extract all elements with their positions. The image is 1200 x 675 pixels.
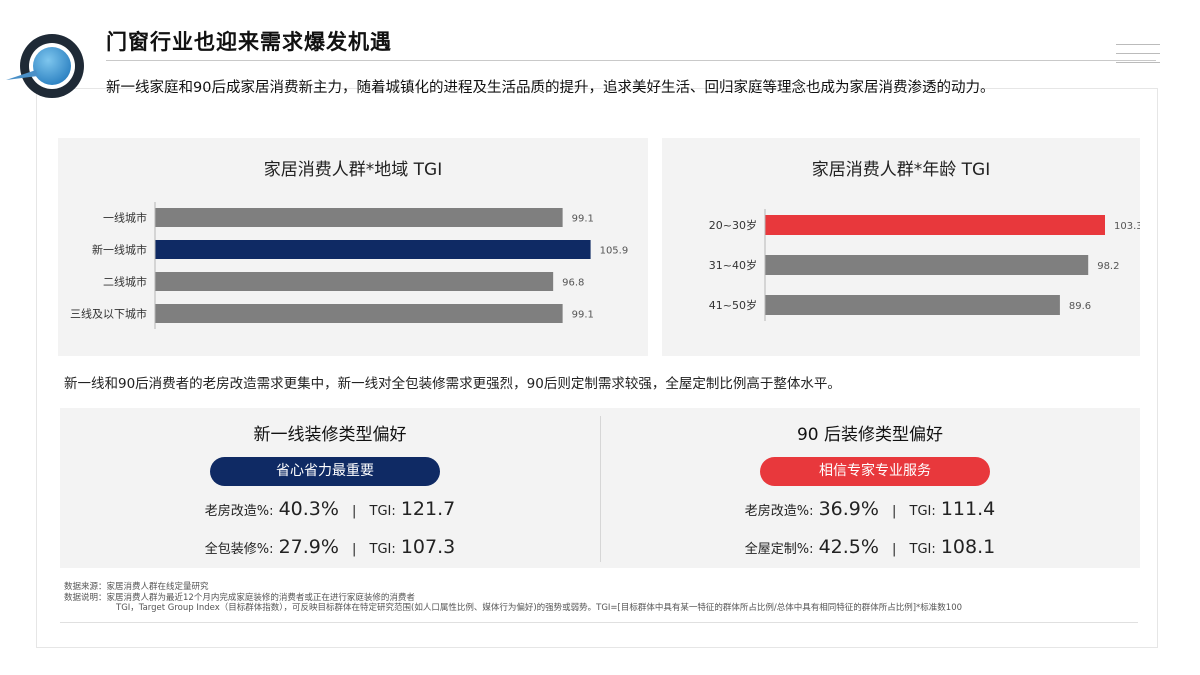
bar-value-label: 103.3 [1114,221,1140,232]
preference-heading: 90 后装修类型偏好 [796,425,944,445]
insight-note: 新一线和90后消费者的老房改造需求更集中，新一线对全包装修需求更强烈，90后则定… [64,376,841,392]
bar [155,240,591,259]
bar-value-label: 105.9 [600,246,629,257]
page-subtitle: 新一线家庭和90后成家居消费新主力，随着城镇化的进程及生活品质的提升，追求美好生… [106,80,995,96]
row-tgi-value: 121.7 [400,498,456,520]
footer-tgi-note: TGI，Target Group Index（目标群体指数），可反映目标群体在特… [116,603,963,613]
preference-new-tier1: 新一线装修类型偏好 省心省力最重要 老房改造%: 40.3% | TGI: 12… [60,408,600,568]
bar-value-label: 99.1 [572,310,594,321]
bar-value-label: 89.6 [1069,301,1091,312]
bar [765,215,1105,235]
bar-value-label: 99.1 [572,214,594,225]
bar [765,255,1089,275]
row-value: 40.3% [278,498,339,520]
bar-value-label: 98.2 [1097,261,1119,272]
preference-panel: 新一线装修类型偏好 省心省力最重要 老房改造%: 40.3% | TGI: 12… [60,408,1140,568]
footer-explanation: 数据说明：家居消费人群为最近12个月内完成家庭装修的消费者或正在进行家庭装修的消… [64,592,415,603]
bar-category-label: 20~30岁 [709,218,757,232]
footer-source: 数据来源：家居消费人群在线定量研究 [64,582,209,592]
preference-heading: 新一线装修类型偏好 [253,425,407,445]
preference-pill: 省心省力最重要 [210,457,440,486]
row-tgi-label: TGI: [369,504,396,519]
preference-divider [600,416,601,562]
chart-panel-age: 家居消费人群*年龄 TGI 20~30岁 103.3 31~40岁 98.2 41~50… [662,138,1140,356]
row-label: 老房改造%: [744,504,814,519]
row-tgi-value: 111.4 [940,498,996,520]
decorative-lines [1116,44,1160,76]
bar [155,208,563,227]
preference-row: 全包装修%: 27.9% | TGI: 107.3 [60,536,600,558]
bar [155,272,554,291]
preference-row: 全屋定制%: 42.5% | TGI: 108.1 [600,536,1140,558]
bar-category-label: 一线城市 [103,211,147,225]
title-divider [106,60,1156,61]
chart-panel-region: 家居消费人群*地域 TGI 一线城市 99.1 新一线城市 105.9 二线城市 96.8… [58,138,648,356]
row-separator: | [892,504,897,519]
page-frame [36,88,1158,648]
bar-category-label: 三线及以下城市 [70,307,147,321]
footer-notes: 数据来源：家居消费人群在线定量研究 数据说明：家居消费人群为最近12个月内完成家… [64,582,962,614]
bar [765,295,1060,315]
preference-pill: 相信专家专业服务 [760,457,990,486]
row-tgi-label: TGI: [909,542,936,557]
bar-category-label: 41~50岁 [709,298,757,312]
preference-row: 老房改造%: 36.9% | TGI: 111.4 [600,498,1140,520]
row-separator: | [892,542,897,557]
bar [155,304,563,323]
preference-post90: 90 后装修类型偏好 相信专家专业服务 老房改造%: 36.9% | TGI: … [600,408,1140,568]
row-value: 27.9% [278,536,339,558]
chart-title-region: 家居消费人群*地域 TGI [263,160,443,180]
preference-row: 老房改造%: 40.3% | TGI: 121.7 [60,498,600,520]
row-label: 老房改造%: [204,504,274,519]
bar-category-label: 新一线城市 [92,243,147,257]
row-label: 全包装修%: [204,542,274,557]
bar-category-label: 31~40岁 [709,258,757,272]
region-tgi-chart: 一线城市 99.1 新一线城市 105.9 二线城市 96.8 三线及以下城市 99.1 [70,202,629,329]
footer-divider [60,622,1138,623]
row-separator: | [352,542,357,557]
row-separator: | [352,504,357,519]
bar-category-label: 二线城市 [103,275,147,289]
row-tgi-label: TGI: [369,542,396,557]
chart-title-age: 家居消费人群*年龄 TGI [811,160,991,180]
row-tgi-value: 108.1 [940,536,996,558]
age-tgi-chart: 20~30岁 103.3 31~40岁 98.2 41~50岁 89.6 [709,209,1140,321]
page-title: 门窗行业也迎来需求爆发机遇 [106,30,392,54]
row-tgi-label: TGI: [909,504,936,519]
logo-ring-icon [6,34,84,98]
bar-value-label: 96.8 [562,278,584,289]
row-tgi-value: 107.3 [400,536,456,558]
row-value: 42.5% [818,536,879,558]
row-label: 全屋定制%: [744,542,814,557]
row-value: 36.9% [818,498,879,520]
